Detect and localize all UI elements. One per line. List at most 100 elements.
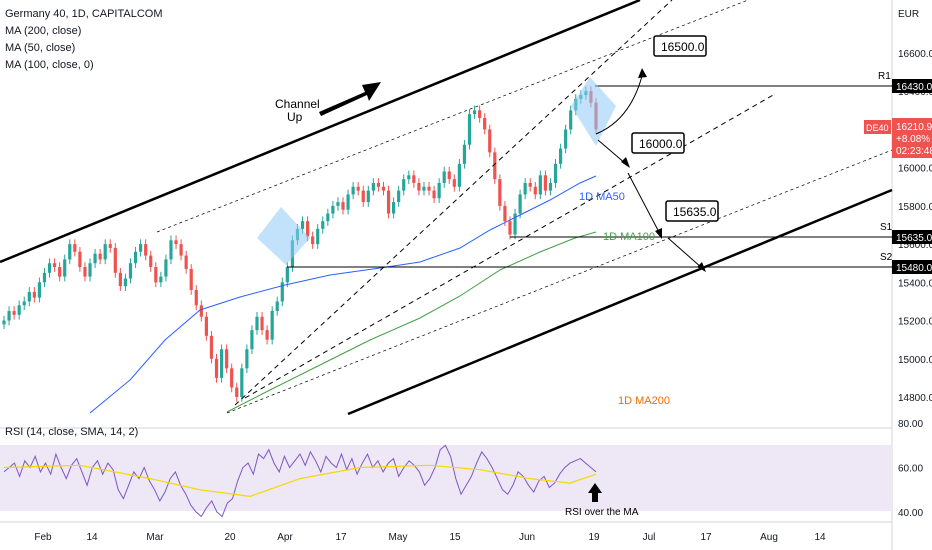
candle-body [538,175,542,195]
candle-body [366,190,370,203]
price-tick: 16600.0 [898,49,932,60]
ma200-legend[interactable]: MA (200, close) [5,25,81,37]
price-tick: 14800.0 [898,393,932,404]
candle-body [133,251,138,264]
candle-body [255,316,259,331]
candle-body [159,276,163,283]
candle-body [68,244,72,260]
candle-body [533,186,537,195]
candles [2,86,598,402]
candle-body [498,179,502,206]
target-arrow-4 [667,237,703,269]
candle-body [508,221,512,235]
channel-label-1: Channel [275,97,320,111]
inner-channel-top [156,0,749,233]
candle-body [397,190,401,203]
candle-body [230,368,234,388]
candle-body [32,291,36,298]
ma50-label: 1D MA50 [579,191,625,203]
candle-body [386,190,391,214]
candle-body [2,320,6,325]
candle-body [144,244,148,256]
ma200-label: 1D MA200 [618,395,670,407]
candle-body [356,186,360,191]
candle-body [437,182,441,199]
candle-body [235,387,239,397]
time-axis[interactable]: Feb 14 Mar 20 Apr 17 May 15 Jun 19 Jul 17 Aug 14 [34,532,826,543]
candle-body [483,117,487,130]
candle-body [58,267,62,277]
candle-body [260,316,264,331]
candle-body [427,186,431,191]
rsi-line [3,444,597,518]
candle-body [467,114,472,145]
rsi-up-arrow [588,483,602,502]
candle-body [376,182,381,187]
candle-body [432,190,436,199]
arrowhead-3 [655,228,662,239]
candle-body [108,244,112,248]
price-tick: 15200.0 [898,317,932,328]
candle-body [42,272,47,283]
candle-body [47,263,52,273]
candle-body [154,267,158,283]
candle-body [225,349,229,369]
s1-label: S1 [880,222,893,233]
candle-body [331,205,335,214]
candle-body [63,259,67,277]
candle-body [27,291,31,302]
candle-body [199,305,203,317]
candle-body [457,163,461,187]
ma100-legend[interactable]: MA (100, close, 0) [5,59,94,71]
candle-body [209,335,214,359]
channel-up-arrow [319,82,381,116]
rsi-tick: 80.00 [898,419,923,430]
ma50-legend[interactable]: MA (50, close) [5,42,75,54]
candle-body [93,253,97,264]
candle-body [417,182,421,191]
candle-body [240,368,244,397]
candle-body [478,110,482,118]
time-tick: Apr [277,532,293,543]
candle-body [123,278,128,287]
candle-body [174,240,178,245]
r1-label: R1 [878,71,891,82]
last-price-tag [892,118,932,158]
candle-body [412,175,416,183]
median-channel-line-2 [244,93,776,399]
candle-body [270,311,274,340]
candle-body [513,213,517,235]
countdown: 02:23:48 [896,146,932,157]
rsi-title: RSI (14, close, SMA, 14, 2) [5,426,138,438]
symbol-tag [864,120,891,134]
ma100-label: 1D MA100 [603,231,655,243]
target-box-15635[interactable] [665,200,719,222]
pattern-shape-left[interactable] [257,207,310,265]
candle-body [381,186,386,191]
rsi-tick: 40.00 [898,508,923,519]
arrowhead-2 [621,157,630,168]
time-tick: Jul [643,532,656,543]
candle-body [371,182,375,191]
r1-price-tag [892,79,932,93]
candle-body [98,253,102,260]
target-box-16500[interactable] [653,35,707,57]
s1-price-text: 15635.0 [896,233,932,244]
target-box-16000[interactable] [631,132,685,154]
ma100-line [226,231,597,413]
time-tick: 17 [700,532,712,543]
s1-price-tag [892,230,932,244]
price-axis[interactable]: 16600.016400.016200.016000.015800.015600… [898,49,932,404]
candle-body [118,272,122,287]
candle-body [128,263,133,279]
candle-body [392,202,396,214]
rsi-band [0,445,892,511]
price-tick: 15400.0 [898,278,932,289]
candle-body [548,182,553,191]
time-tick: 17 [335,532,347,543]
target-arrow-1 [595,75,643,135]
candle-body [422,186,426,191]
pattern-shape-right[interactable] [571,77,616,146]
candle-body [321,221,325,229]
candle-body [447,171,451,180]
